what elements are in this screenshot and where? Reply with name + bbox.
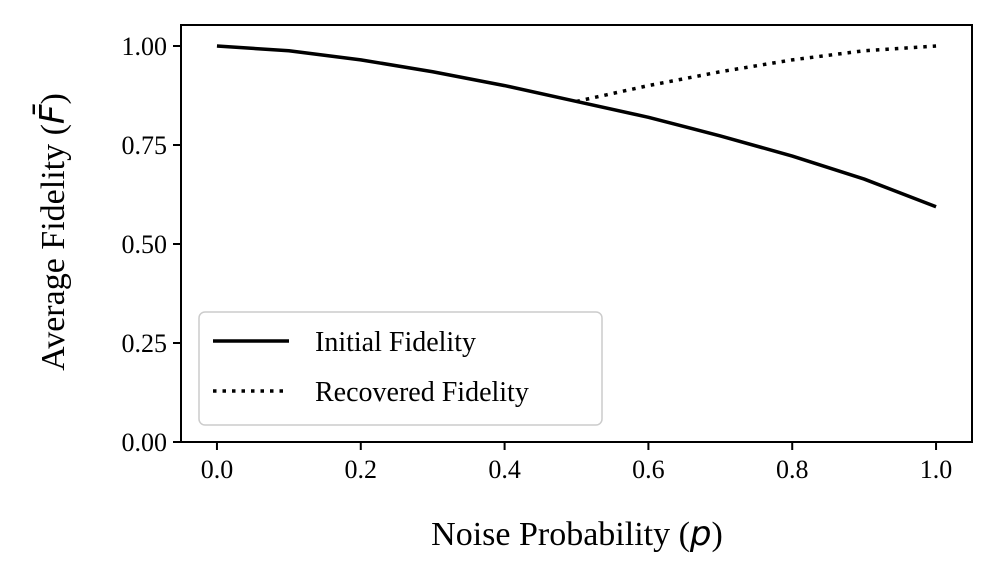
x-axis-label-close-paren: ) [712,516,723,553]
legend: Initial Fidelity Recovered Fidelity [198,311,603,426]
y-tick-label: 0.25 [122,329,168,358]
x-tick-label: 0.4 [488,455,521,484]
y-axis-label-variable: F̄ [32,103,73,124]
legend-label-recovered-fidelity: Recovered Fidelity [315,377,529,408]
x-tick-label: 0.6 [632,455,665,484]
plot-frame [180,24,973,443]
y-axis-label-open-paren: ( [35,124,72,144]
y-axis: 0.00 0.25 0.50 0.75 1.00 [122,32,181,457]
plot-area [216,44,937,209]
legend-label-initial-fidelity: Initial Fidelity [315,327,476,358]
y-axis-label-text: Average Fidelity [35,144,72,371]
x-tick-label: 0.2 [345,455,378,484]
series-line-recovered-fidelity [576,44,937,104]
y-tick-label: 0.00 [122,428,168,457]
series-line-initial-fidelity [216,44,937,209]
x-axis: 0.0 0.2 0.4 0.6 0.8 1.0 [201,442,953,484]
y-axis-label-close-paren: ) [35,93,72,104]
y-tick-label: 0.50 [122,230,168,259]
x-tick-label: 1.0 [920,455,953,484]
x-axis-label: Noise Probability (p) [431,514,723,554]
x-axis-label-open-paren: ( [670,516,690,553]
x-tick-label: 0.0 [201,455,234,484]
y-axis-label: Average Fidelity (F̄) [32,93,73,371]
x-tick-label: 0.8 [776,455,809,484]
y-tick-label: 0.75 [122,131,168,160]
x-axis-label-variable: p [689,514,712,554]
x-axis-label-text: Noise Probability [431,516,670,553]
y-tick-label: 1.00 [122,32,168,61]
legend-box [198,311,603,426]
